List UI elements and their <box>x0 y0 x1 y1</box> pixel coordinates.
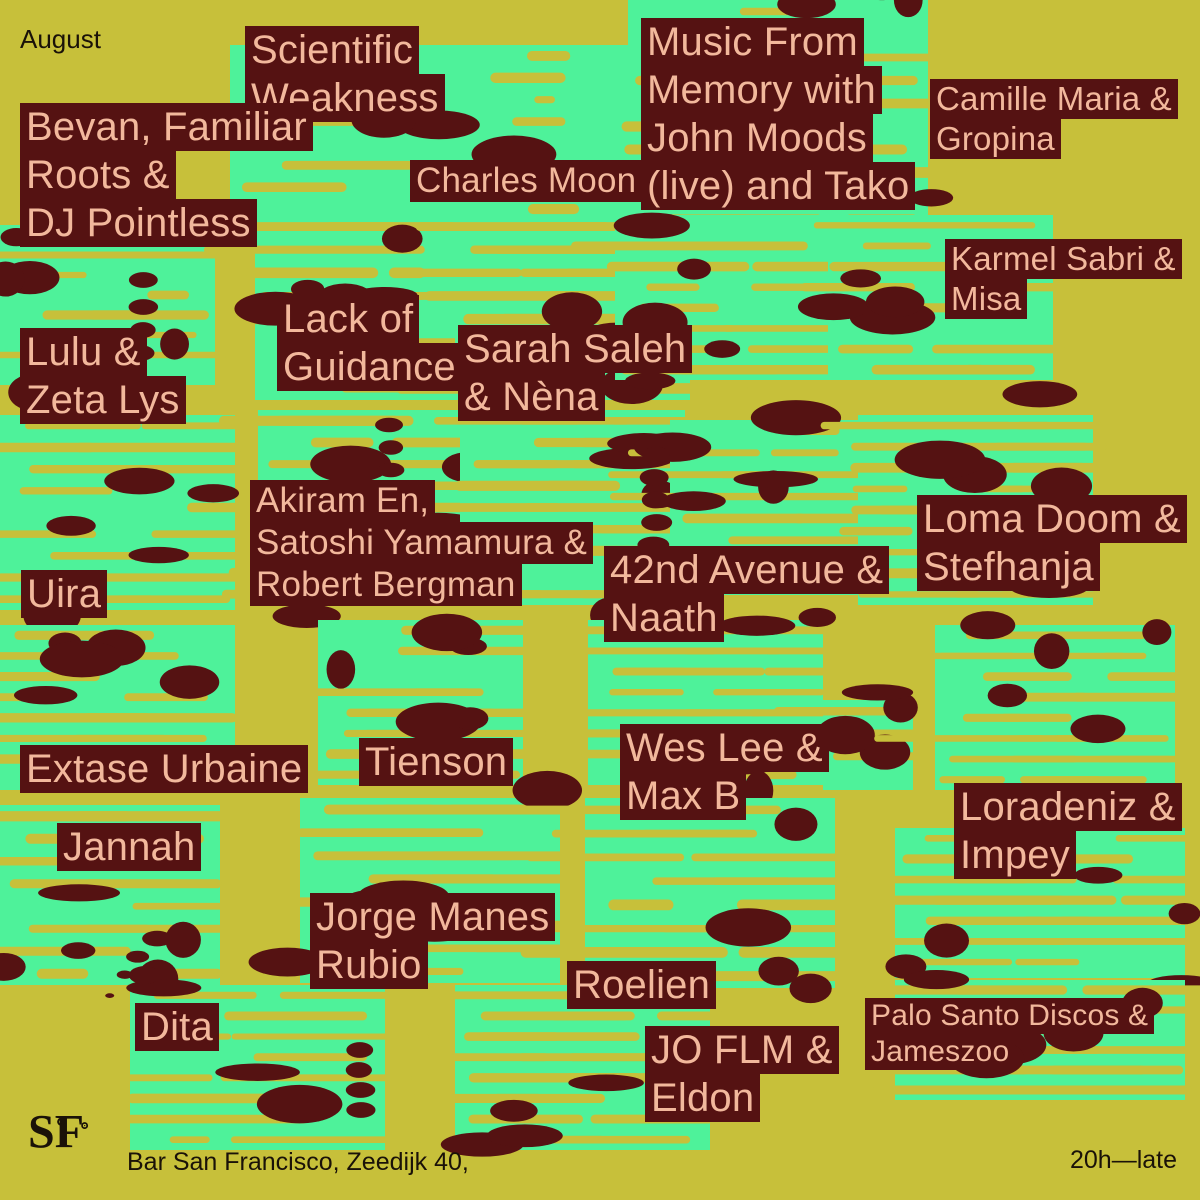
svg-text:SF: SF <box>28 1105 84 1158</box>
